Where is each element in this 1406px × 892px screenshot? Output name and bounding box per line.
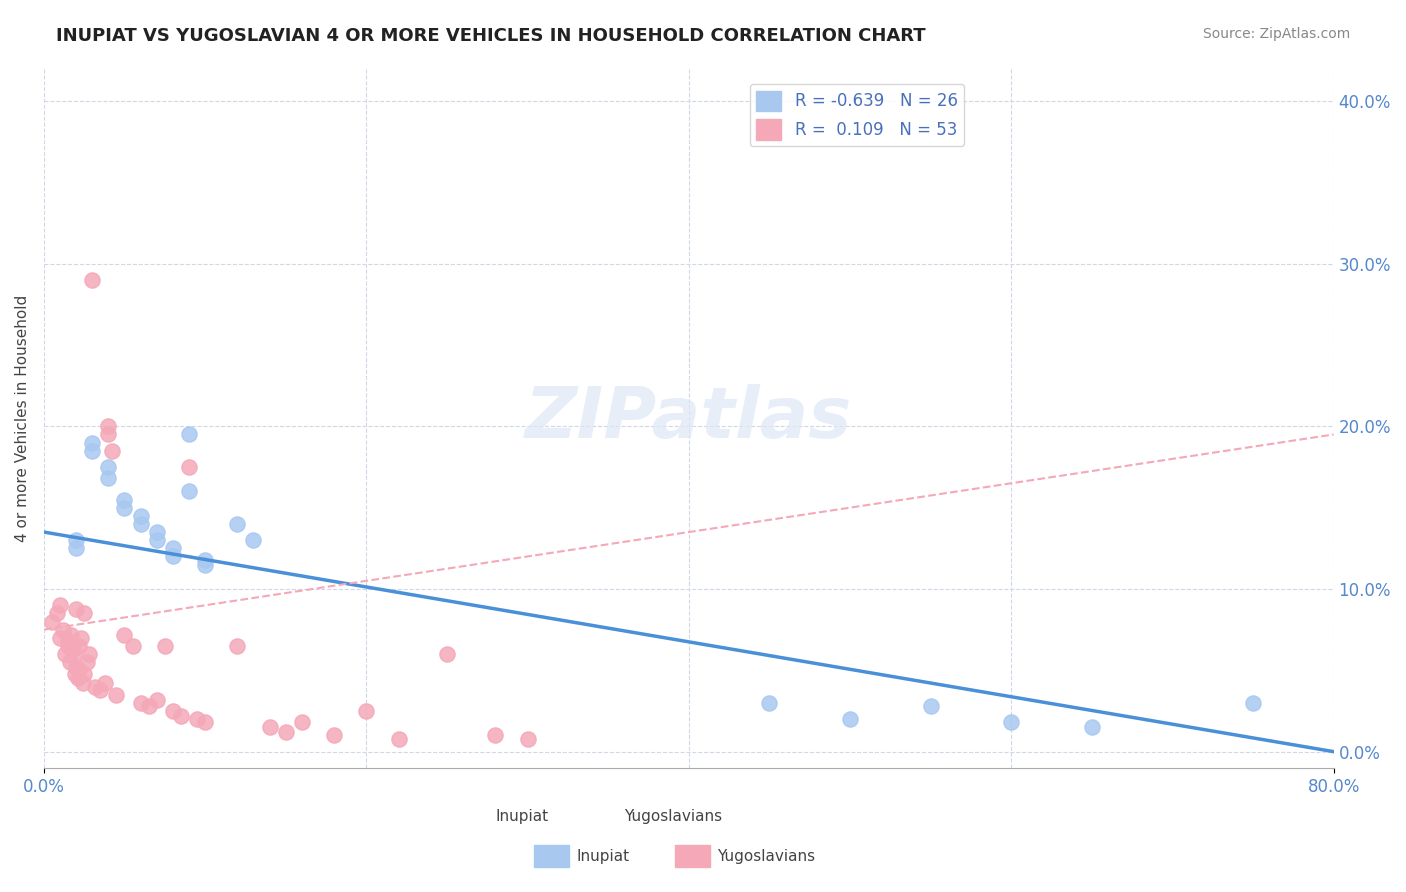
Point [138, 699, 160, 714]
Point [65, 601, 87, 615]
Point [839, 712, 862, 726]
Point [129, 516, 152, 531]
Point [49, 599, 72, 613]
Point [145, 533, 167, 548]
Point [121, 639, 143, 653]
Point [387, 731, 409, 746]
Point [356, 704, 378, 718]
Point [76, 655, 98, 669]
Point [67, 639, 90, 653]
Point [226, 516, 249, 531]
Point [59, 655, 82, 669]
Point [82, 443, 104, 458]
Point [60, 627, 83, 641]
Point [97, 427, 120, 442]
Text: Source: ZipAtlas.com: Source: ZipAtlas.com [1202, 27, 1350, 41]
Point [758, 696, 780, 710]
Point [177, 484, 200, 499]
Point [65, 541, 87, 556]
Point [97, 460, 120, 475]
Text: ZIPatlas: ZIPatlas [524, 384, 852, 453]
Text: Yugoslavians: Yugoslavians [717, 849, 815, 863]
Text: Inupiat: Inupiat [495, 809, 548, 824]
Point [94, 676, 117, 690]
Text: Yugoslavians: Yugoslavians [624, 809, 723, 824]
Point [1241, 696, 1264, 710]
Point [186, 712, 208, 726]
Point [177, 427, 200, 442]
Point [82, 273, 104, 287]
Point [436, 647, 458, 661]
Point [73, 666, 96, 681]
Point [129, 696, 152, 710]
Point [920, 699, 942, 714]
Point [162, 549, 184, 564]
Point [323, 728, 346, 742]
Point [177, 460, 200, 475]
Point [77, 647, 100, 661]
Point [65, 533, 87, 548]
Point [259, 720, 281, 734]
Point [65, 660, 87, 674]
Point [170, 709, 193, 723]
Point [41, 615, 63, 629]
Point [1000, 715, 1022, 730]
Point [63, 666, 86, 681]
Legend: R = -0.639   N = 26, R =  0.109   N = 53: R = -0.639 N = 26, R = 0.109 N = 53 [749, 84, 965, 146]
Point [291, 715, 314, 730]
Point [105, 688, 128, 702]
Point [145, 524, 167, 539]
Point [162, 541, 184, 556]
Point [114, 492, 136, 507]
Point [62, 650, 84, 665]
Point [89, 682, 111, 697]
Point [66, 672, 89, 686]
Y-axis label: 4 or more Vehicles in Household: 4 or more Vehicles in Household [15, 294, 30, 541]
Point [56, 634, 79, 648]
Point [242, 533, 264, 548]
Point [194, 715, 217, 730]
Point [45, 607, 67, 621]
Text: INUPIAT VS YUGOSLAVIAN 4 OR MORE VEHICLES IN HOUSEHOLD CORRELATION CHART: INUPIAT VS YUGOSLAVIAN 4 OR MORE VEHICLE… [56, 27, 927, 45]
Point [153, 639, 176, 653]
Point [274, 725, 297, 739]
Point [97, 419, 120, 434]
Point [194, 552, 217, 566]
Point [70, 631, 93, 645]
Point [53, 647, 76, 661]
Point [62, 642, 84, 657]
Point [72, 676, 94, 690]
Point [100, 443, 122, 458]
Point [52, 623, 75, 637]
Point [1081, 720, 1104, 734]
Point [114, 500, 136, 515]
Point [226, 639, 249, 653]
Point [162, 704, 184, 718]
Point [49, 631, 72, 645]
Point [484, 728, 506, 742]
Text: Inupiat: Inupiat [576, 849, 630, 863]
Point [82, 435, 104, 450]
Point [56, 639, 79, 653]
Point [114, 627, 136, 641]
Point [129, 508, 152, 523]
Point [67, 663, 90, 677]
Point [84, 680, 107, 694]
Point [145, 692, 167, 706]
Point [516, 731, 538, 746]
Point [73, 607, 96, 621]
Point [97, 471, 120, 485]
Point [194, 558, 217, 572]
